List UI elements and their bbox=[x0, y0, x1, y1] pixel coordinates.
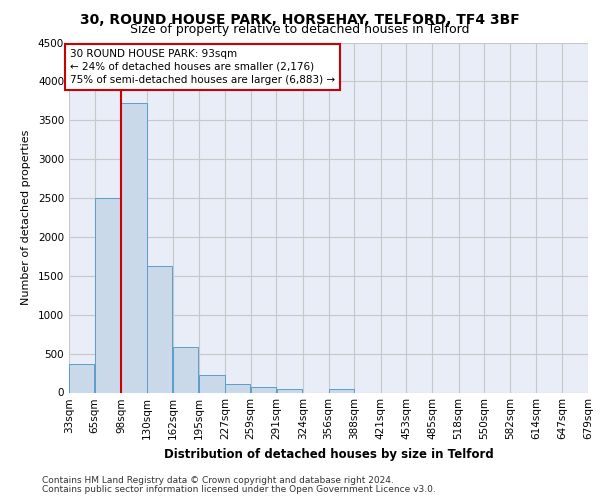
Bar bbox=[199, 376, 224, 392]
X-axis label: Distribution of detached houses by size in Telford: Distribution of detached houses by size … bbox=[164, 448, 493, 461]
Bar bbox=[277, 388, 302, 392]
Bar bbox=[69, 364, 94, 392]
Text: 30 ROUND HOUSE PARK: 93sqm
← 24% of detached houses are smaller (2,176)
75% of s: 30 ROUND HOUSE PARK: 93sqm ← 24% of deta… bbox=[70, 48, 335, 85]
Bar bbox=[251, 388, 276, 392]
Text: Contains public sector information licensed under the Open Government Licence v3: Contains public sector information licen… bbox=[42, 485, 436, 494]
Text: Contains HM Land Registry data © Crown copyright and database right 2024.: Contains HM Land Registry data © Crown c… bbox=[42, 476, 394, 485]
Bar bbox=[95, 198, 120, 392]
Bar bbox=[225, 384, 250, 392]
Y-axis label: Number of detached properties: Number of detached properties bbox=[21, 130, 31, 305]
Text: 30, ROUND HOUSE PARK, HORSEHAY, TELFORD, TF4 3BF: 30, ROUND HOUSE PARK, HORSEHAY, TELFORD,… bbox=[80, 12, 520, 26]
Text: Size of property relative to detached houses in Telford: Size of property relative to detached ho… bbox=[130, 22, 470, 36]
Bar bbox=[121, 103, 146, 393]
Bar bbox=[329, 388, 354, 392]
Bar bbox=[147, 266, 172, 392]
Bar bbox=[173, 346, 198, 393]
